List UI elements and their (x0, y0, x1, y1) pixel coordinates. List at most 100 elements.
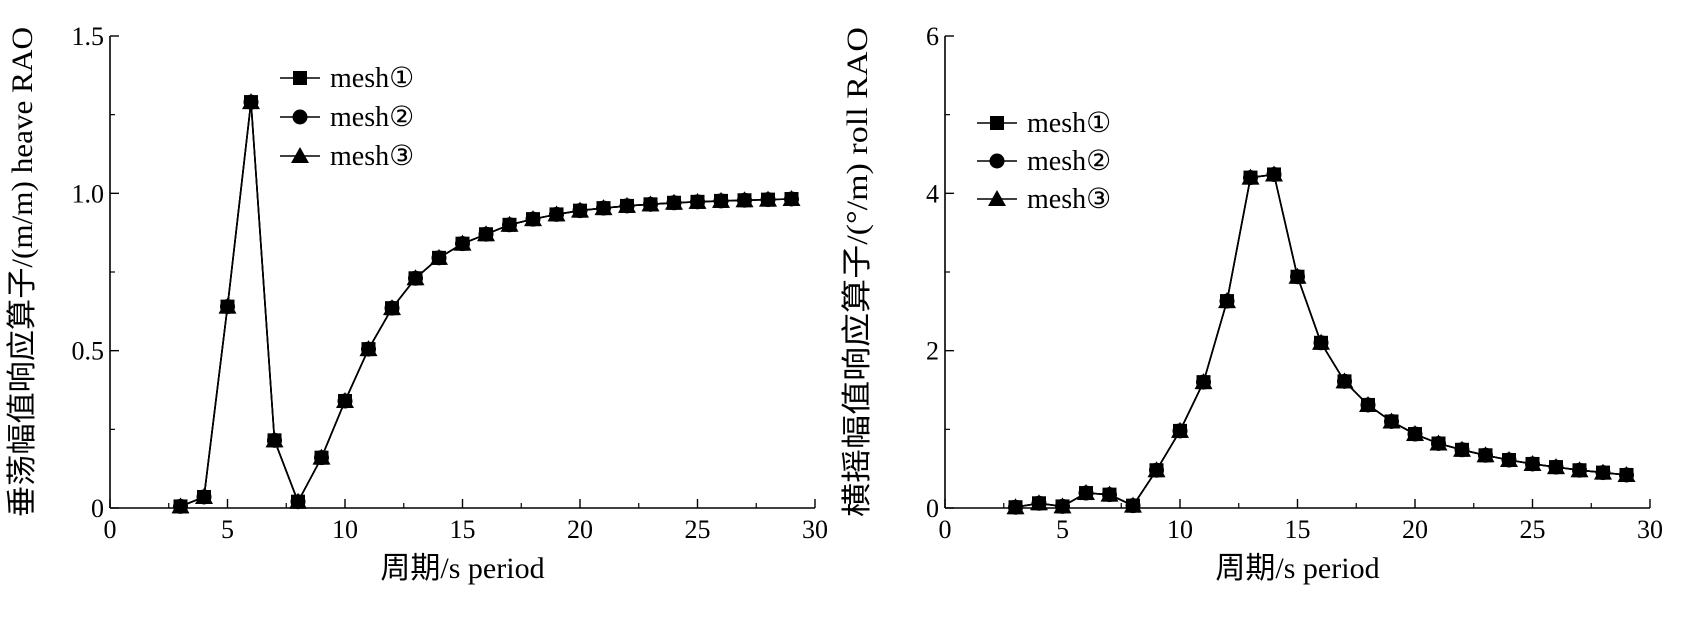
data-point-marker (1594, 463, 1612, 480)
data-point-marker (1359, 395, 1377, 412)
x-tick-label: 20 (567, 515, 593, 544)
data-point-marker (1523, 454, 1542, 471)
data-point-marker (735, 191, 754, 208)
y-tick-label: 0.5 (72, 337, 105, 366)
legend-marker-icon (989, 153, 1005, 169)
legend-marker-icon (291, 147, 309, 163)
data-point-marker (171, 497, 190, 514)
data-point-marker (641, 195, 660, 212)
data-point-marker (1500, 451, 1518, 468)
data-point-marker (242, 93, 260, 110)
x-tick-label: 30 (1637, 515, 1663, 544)
data-point-marker (430, 248, 448, 265)
data-point-marker (712, 191, 730, 208)
y-tick-label: 2 (926, 337, 939, 366)
x-tick-label: 5 (1056, 515, 1069, 544)
legend-entry: mesh① (280, 63, 414, 94)
legend-marker-icon (990, 116, 1004, 130)
legend-marker-icon (293, 71, 307, 85)
legend-label: mesh① (330, 63, 414, 94)
roll-rao-chart: 0 5 10 15 20 25 30 0 2 4 6 周期/s period 横摇幅值响应算子/(°/m… (841, 22, 1663, 585)
y-axis-label: 垂荡幅值响应算子/(m/m) heave RAO (6, 27, 39, 517)
data-point-marker (1124, 496, 1142, 513)
data-point-marker (312, 448, 331, 465)
y-tick-label: 1.5 (72, 22, 105, 51)
data-point-marker (547, 205, 566, 222)
data-point-marker (759, 190, 777, 207)
y-tick-label: 4 (926, 179, 939, 208)
x-tick-label: 30 (802, 515, 828, 544)
data-point-marker (1100, 485, 1119, 502)
data-point-marker (1006, 498, 1025, 515)
data-point-marker (359, 340, 378, 357)
data-point-marker (218, 297, 237, 314)
x-tick-label: 20 (1402, 515, 1428, 544)
data-point-marker (1476, 446, 1495, 463)
legend-label: mesh② (1027, 146, 1111, 177)
series-1 (173, 95, 799, 514)
data-point-marker (336, 392, 354, 409)
data-point-marker (594, 199, 613, 216)
data-point-marker (1265, 165, 1283, 182)
legend: mesh① mesh② mesh③ (280, 63, 414, 172)
data-point-marker (383, 299, 401, 316)
data-point-marker (1453, 440, 1471, 457)
y-tick-label: 0 (91, 494, 104, 523)
series-3 (171, 93, 801, 514)
data-point-marker (688, 192, 707, 209)
x-axis-label: 周期/s period (380, 552, 544, 585)
legend-entry: mesh③ (280, 141, 414, 172)
data-point-marker (1406, 425, 1424, 442)
data-point-marker (1570, 461, 1589, 478)
data-point-marker (1147, 461, 1166, 478)
data-point-marker (1312, 333, 1330, 350)
x-tick-label: 15 (450, 515, 476, 544)
data-point-marker (1241, 168, 1260, 185)
data-point-marker (453, 234, 472, 251)
x-tick-label: 25 (685, 515, 711, 544)
data-point-marker (618, 196, 636, 213)
y-tick-label: 0 (926, 494, 939, 523)
legend-label: mesh② (330, 102, 414, 133)
legend-entry: mesh② (280, 102, 414, 133)
data-point-marker (1429, 434, 1448, 451)
data-point-marker (1335, 372, 1354, 389)
legend-label: mesh③ (330, 141, 414, 172)
data-point-marker (1288, 267, 1307, 284)
x-axis-label: 周期/s period (1215, 552, 1379, 585)
x-tick-label: 5 (221, 515, 234, 544)
legend-label: mesh① (1027, 108, 1111, 139)
series-3 (1006, 165, 1636, 515)
y-tick-label: 1.0 (72, 179, 105, 208)
legend: mesh① mesh② mesh③ (977, 108, 1111, 215)
data-point-marker (1382, 412, 1401, 429)
data-point-marker (1218, 292, 1236, 309)
data-point-marker (665, 193, 683, 210)
data-point-marker (782, 189, 801, 206)
data-point-marker (1617, 465, 1636, 482)
data-point-marker (500, 215, 519, 232)
data-point-marker (571, 201, 589, 218)
data-point-marker (289, 492, 307, 509)
data-point-marker (524, 210, 542, 227)
data-point-marker (1194, 373, 1213, 390)
x-tick-label: 10 (332, 515, 358, 544)
data-point-marker (406, 269, 425, 286)
y-axis-label: 横摇幅值响应算子/(°/m) roll RAO (841, 27, 874, 517)
data-point-marker (195, 487, 213, 504)
x-tick-label: 0 (104, 515, 117, 544)
data-point-marker (1030, 494, 1048, 511)
heave-rao-chart: 0 5 10 15 20 25 30 0 0.5 1.0 1.5 周期/s period 垂荡幅值响应算… (6, 22, 828, 585)
x-tick-label: 15 (1285, 515, 1311, 544)
legend-label: mesh③ (1027, 184, 1111, 215)
x-tick-label: 25 (1520, 515, 1546, 544)
data-point-marker (265, 431, 284, 448)
data-point-marker (477, 225, 495, 242)
legend-marker-icon (988, 190, 1006, 206)
x-tick-label: 0 (939, 515, 952, 544)
legend-entry: mesh① (977, 108, 1111, 139)
data-point-marker (1171, 421, 1189, 438)
legend-entry: mesh② (977, 146, 1111, 177)
